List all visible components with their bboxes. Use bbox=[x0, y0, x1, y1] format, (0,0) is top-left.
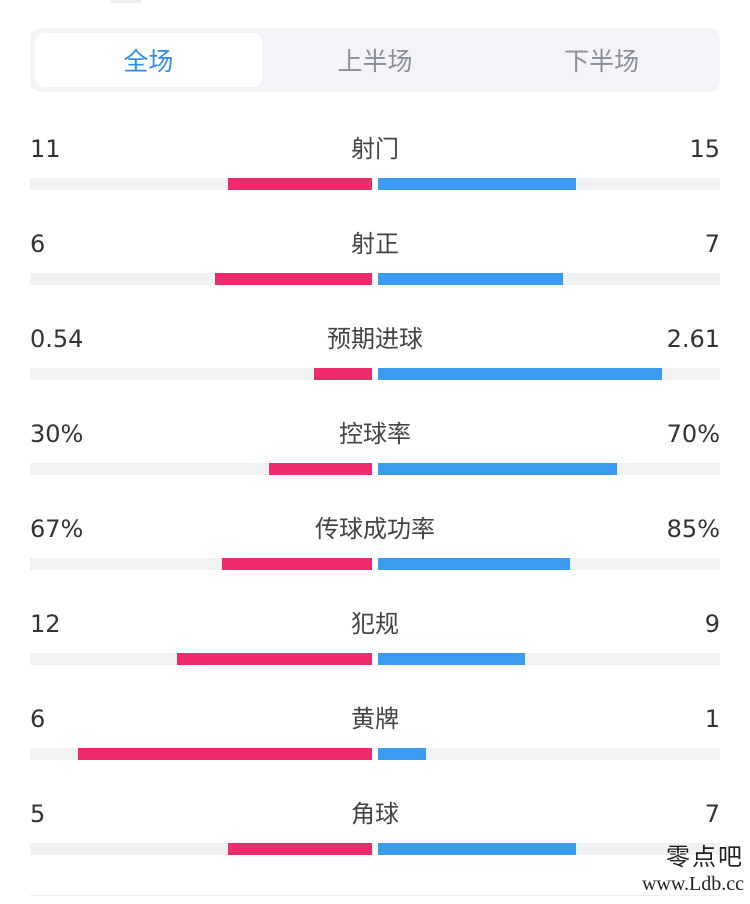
stat-label: 角球 bbox=[351, 800, 399, 828]
home-bar-track bbox=[30, 273, 372, 285]
away-value: 9 bbox=[704, 610, 720, 638]
home-bar-fill bbox=[177, 653, 372, 665]
away-bar-fill bbox=[378, 463, 617, 475]
stat-label: 控球率 bbox=[339, 420, 411, 448]
stat-label: 射正 bbox=[351, 230, 399, 258]
away-value: 70% bbox=[666, 420, 720, 448]
stat-header: 30% 控球率 70% bbox=[30, 403, 720, 463]
away-bar-track bbox=[378, 843, 720, 855]
comparison-bar bbox=[30, 273, 720, 285]
home-bar-fill bbox=[78, 748, 372, 760]
home-bar-track bbox=[30, 843, 372, 855]
tab-first-half[interactable]: 上半场 bbox=[337, 47, 413, 76]
tab-full-match[interactable]: 全场 bbox=[35, 33, 262, 87]
stat-header: 12 犯规 9 bbox=[30, 593, 720, 653]
away-bar-track bbox=[378, 558, 720, 570]
stat-row: 12 犯规 9 bbox=[30, 593, 720, 688]
home-bar-fill bbox=[215, 273, 372, 285]
home-bar-fill bbox=[228, 178, 372, 190]
away-bar-fill bbox=[378, 273, 563, 285]
stat-row: 0.54 预期进球 2.61 bbox=[30, 308, 720, 403]
comparison-bar bbox=[30, 843, 720, 855]
watermark: 零点吧 www.Ldb.cc bbox=[642, 842, 744, 896]
stat-row: 5 角球 7 bbox=[30, 783, 720, 878]
away-bar-fill bbox=[378, 368, 662, 380]
watermark-name: 零点吧 bbox=[666, 843, 744, 871]
bottom-divider bbox=[30, 895, 720, 896]
home-value: 6 bbox=[30, 705, 46, 733]
stat-header: 11 射门 15 bbox=[30, 118, 720, 178]
away-bar-track bbox=[378, 653, 720, 665]
away-bar-track bbox=[378, 748, 720, 760]
home-bar-track bbox=[30, 653, 372, 665]
home-bar-fill bbox=[314, 368, 372, 380]
home-bar-track bbox=[30, 178, 372, 190]
period-tabs: 全场 上半场 下半场 bbox=[30, 28, 720, 92]
away-bar-fill bbox=[378, 558, 570, 570]
away-value: 15 bbox=[689, 135, 720, 163]
away-value: 2.61 bbox=[666, 325, 720, 353]
stat-label: 犯规 bbox=[351, 610, 399, 638]
home-value: 67% bbox=[30, 515, 84, 543]
watermark-url: www.Ldb.cc bbox=[641, 873, 744, 895]
comparison-bar bbox=[30, 558, 720, 570]
home-bar-fill bbox=[269, 463, 372, 475]
away-value: 7 bbox=[704, 800, 720, 828]
home-bar-track bbox=[30, 558, 372, 570]
stat-header: 67% 传球成功率 85% bbox=[30, 498, 720, 558]
comparison-bar bbox=[30, 748, 720, 760]
home-bar-track bbox=[30, 463, 372, 475]
stat-header: 6 射正 7 bbox=[30, 213, 720, 273]
stats-list: 11 射门 15 6 射正 7 0.54 预期进球 2.61 30% 控球率 70% 67% 传球成功率 8… bbox=[30, 118, 720, 878]
stat-row: 30% 控球率 70% bbox=[30, 403, 720, 498]
stat-row: 11 射门 15 bbox=[30, 118, 720, 213]
away-bar-track bbox=[378, 178, 720, 190]
home-value: 6 bbox=[30, 230, 46, 258]
comparison-bar bbox=[30, 178, 720, 190]
stat-header: 5 角球 7 bbox=[30, 783, 720, 843]
home-bar-fill bbox=[222, 558, 372, 570]
home-value: 5 bbox=[30, 800, 46, 828]
stat-label: 预期进球 bbox=[327, 325, 423, 353]
stat-row: 67% 传球成功率 85% bbox=[30, 498, 720, 593]
away-bar-fill bbox=[378, 748, 426, 760]
away-bar-fill bbox=[378, 843, 576, 855]
stat-row: 6 黄牌 1 bbox=[30, 688, 720, 783]
top-edge-handle bbox=[111, 0, 141, 3]
away-bar-fill bbox=[378, 653, 525, 665]
comparison-bar bbox=[30, 463, 720, 475]
away-bar-track bbox=[378, 273, 720, 285]
away-value: 85% bbox=[666, 515, 720, 543]
home-value: 12 bbox=[30, 610, 61, 638]
comparison-bar bbox=[30, 653, 720, 665]
away-value: 1 bbox=[704, 705, 720, 733]
away-bar-track bbox=[378, 463, 720, 475]
home-bar-track bbox=[30, 748, 372, 760]
comparison-bar bbox=[30, 368, 720, 380]
home-value: 30% bbox=[30, 420, 84, 448]
away-bar-fill bbox=[378, 178, 576, 190]
stat-header: 0.54 预期进球 2.61 bbox=[30, 308, 720, 368]
away-value: 7 bbox=[704, 230, 720, 258]
stat-row: 6 射正 7 bbox=[30, 213, 720, 308]
away-bar-track bbox=[378, 368, 720, 380]
stat-header: 6 黄牌 1 bbox=[30, 688, 720, 748]
tab-second-half[interactable]: 下半场 bbox=[564, 47, 640, 76]
stat-label: 传球成功率 bbox=[315, 515, 435, 543]
home-value: 11 bbox=[30, 135, 61, 163]
home-value: 0.54 bbox=[30, 325, 84, 353]
stat-label: 黄牌 bbox=[351, 705, 399, 733]
home-bar-track bbox=[30, 368, 372, 380]
stat-label: 射门 bbox=[351, 135, 399, 163]
home-bar-fill bbox=[228, 843, 372, 855]
